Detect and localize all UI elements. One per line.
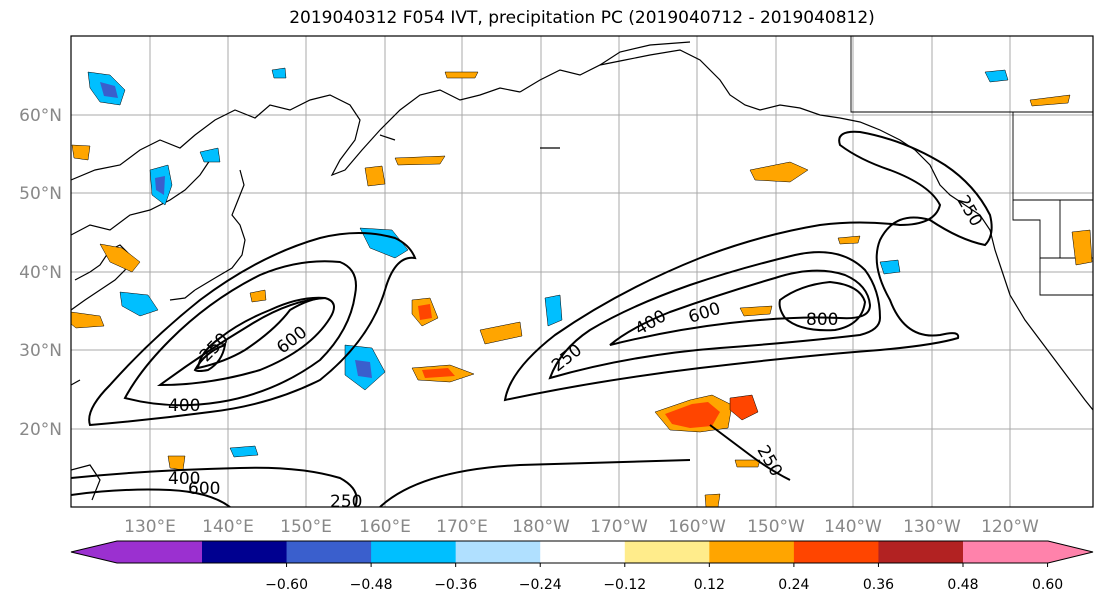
lat-labels: 60°N 50°N 40°N 30°N 20°N — [19, 106, 62, 440]
colorbar-segment — [624, 541, 710, 563]
colorbar-segment — [878, 541, 964, 563]
colorbar-tick-label: 0.12 — [694, 577, 725, 593]
lon-label: 130°E — [124, 517, 176, 537]
colorbar: −0.60 −0.48 −0.36 −0.24 −0.12 0.12 0.24 0.36 0.4… — [70, 540, 1094, 593]
lat-label: 20°N — [19, 420, 62, 440]
lon-label: 150°W — [747, 517, 805, 537]
lat-label: 40°N — [19, 263, 62, 283]
lon-label: 140°W — [824, 517, 882, 537]
precip-negative — [87, 67, 1009, 458]
colorbar-segment — [286, 541, 372, 563]
contour-label: 600 — [188, 479, 220, 499]
contour-label: 400 — [168, 396, 200, 416]
ivt-contours — [71, 130, 993, 507]
colorbar-tick-label: 0.60 — [1032, 577, 1063, 593]
contour-label: 400 — [168, 469, 200, 489]
colorbar-segment — [963, 541, 1093, 563]
lat-label: 60°N — [19, 106, 62, 126]
lon-label: 160°E — [359, 517, 411, 537]
figure-title: 2019040312 F054 IVT, precipitation PC (2… — [289, 8, 875, 28]
colorbar-tick-label: 0.36 — [863, 577, 894, 593]
colorbar-segment — [202, 541, 288, 563]
colorbar-tick-label: −0.36 — [434, 577, 477, 593]
colorbar-outline — [70, 540, 1094, 564]
lon-label: 120°W — [981, 517, 1039, 537]
precip-positive — [71, 71, 1093, 507]
colorbar-tick-label: −0.12 — [603, 577, 646, 593]
colorbar-segment — [371, 541, 457, 563]
colorbar-segment — [540, 541, 626, 563]
colorbar-tick-label: −0.24 — [519, 577, 562, 593]
lon-labels: 130°E 140°E 150°E 160°E 170°E 180°W 170°… — [124, 517, 1039, 537]
colorbar-segment — [709, 541, 795, 563]
colorbar-tick-label: −0.48 — [350, 577, 393, 593]
map-frame — [70, 35, 1094, 508]
lon-label: 160°W — [668, 517, 726, 537]
contour-label: 800 — [806, 310, 838, 330]
lon-label: 170°W — [590, 517, 648, 537]
lon-label: 170°E — [436, 517, 488, 537]
borders — [850, 36, 1093, 296]
contour-label: 250 — [330, 492, 362, 512]
colorbar-segment — [71, 541, 202, 563]
lon-label: 130°W — [903, 517, 961, 537]
colorbar-tick-label: −0.60 — [265, 577, 308, 593]
lon-label: 180°W — [512, 517, 570, 537]
colorbar-tick-label: 0.24 — [778, 577, 809, 593]
lat-label: 30°N — [19, 341, 62, 361]
colorbar-tick-label: 0.48 — [947, 577, 978, 593]
lon-label: 150°E — [280, 517, 332, 537]
lon-label: 140°E — [202, 517, 254, 537]
colorbar-segment — [793, 541, 879, 563]
colorbar-segment — [455, 541, 541, 563]
lat-label: 50°N — [19, 184, 62, 204]
